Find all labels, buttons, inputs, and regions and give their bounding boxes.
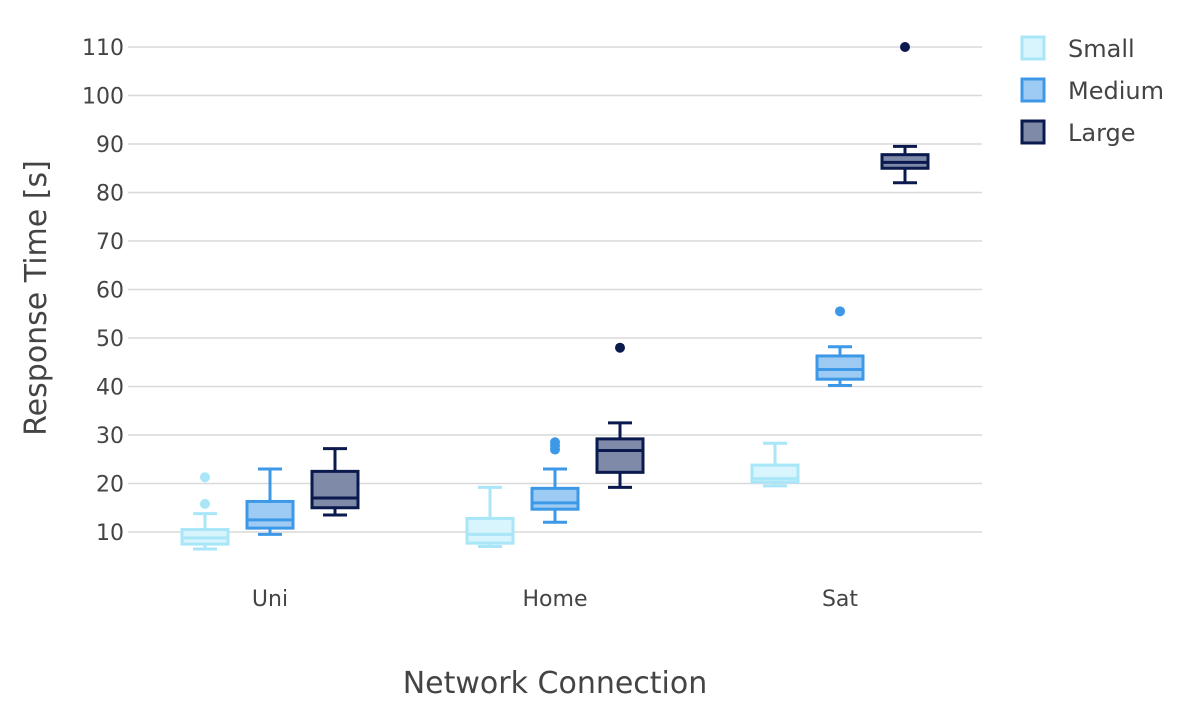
x-axis-tick-labels: Uni Home Sat [252,587,858,612]
box-small-sat [750,441,800,488]
box-iqr [815,354,865,381]
box-large-home [595,342,645,489]
box-series [180,42,930,551]
legend-swatch [1020,35,1046,61]
y-tick-label: 70 [96,230,124,255]
box-iqr [530,486,580,511]
y-tick-label: 20 [96,473,124,498]
x-tick-label: Sat [822,587,858,612]
legend-label: Large [1068,119,1136,147]
legend-swatch [1020,119,1046,145]
y-tick-label: 80 [96,182,124,207]
legend-label: Small [1068,35,1135,63]
box-medium-sat [815,306,865,388]
box-large-uni [310,447,360,517]
outlier-point [200,472,210,483]
y-axis-title: Response Time [s] [19,160,54,436]
legend-item-small[interactable]: Small [1020,35,1135,63]
box-small-uni [180,472,230,551]
box-large-sat [880,42,930,185]
y-tick-label: 60 [96,279,124,304]
y-tick-label: 50 [96,327,124,352]
box-medium-uni [245,467,295,536]
series-large [310,42,930,517]
legend[interactable]: Small Medium Large [1020,35,1164,147]
box-iqr [465,516,515,545]
y-tick-label: 90 [96,133,124,158]
legend-label: Medium [1068,77,1164,105]
y-tick-label: 100 [82,85,124,110]
outlier-point [900,42,910,52]
y-axis-tick-labels: 10 20 30 40 50 60 70 80 90 100 110 [82,36,124,546]
outlier-point [200,498,210,509]
box-small-home [465,485,515,549]
legend-item-medium[interactable]: Medium [1020,77,1164,105]
box-iqr [245,499,295,530]
outlier-point [615,342,625,353]
y-tick-label: 10 [96,521,124,546]
x-axis-title: Network Connection [403,666,708,701]
series-medium [245,306,865,536]
box-iqr [595,437,645,474]
outlier-point [550,437,560,448]
series-small [180,441,800,551]
outlier-point [835,306,845,317]
gridlines [128,46,982,533]
legend-swatch [1020,77,1046,103]
legend-item-large[interactable]: Large [1020,119,1136,147]
y-tick-label: 110 [82,36,124,61]
box-medium-home [530,437,580,524]
x-tick-label: Uni [252,587,288,612]
x-tick-label: Home [523,587,588,612]
y-tick-label: 40 [96,376,124,401]
y-tick-label: 30 [96,424,124,449]
box-iqr [310,469,360,510]
